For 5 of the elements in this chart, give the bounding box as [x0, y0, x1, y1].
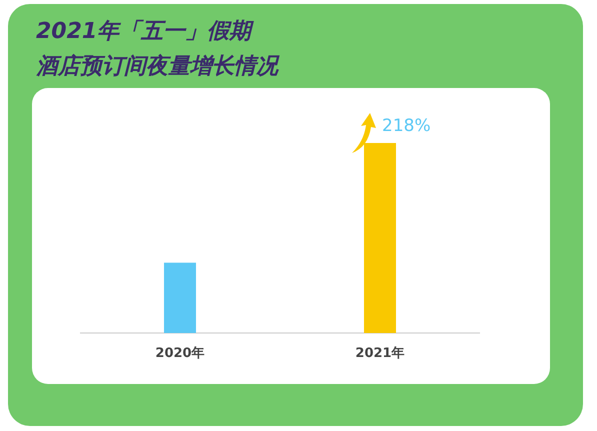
annotation: 218% — [382, 116, 431, 136]
chart-title: 2021年「五一」假期 — [36, 19, 254, 44]
x-tick-label: 2020年 — [155, 346, 205, 361]
chart-subtitle: 酒店预订间夜量增长情况 — [36, 53, 280, 79]
x-tick-label: 2021年 — [355, 346, 405, 361]
